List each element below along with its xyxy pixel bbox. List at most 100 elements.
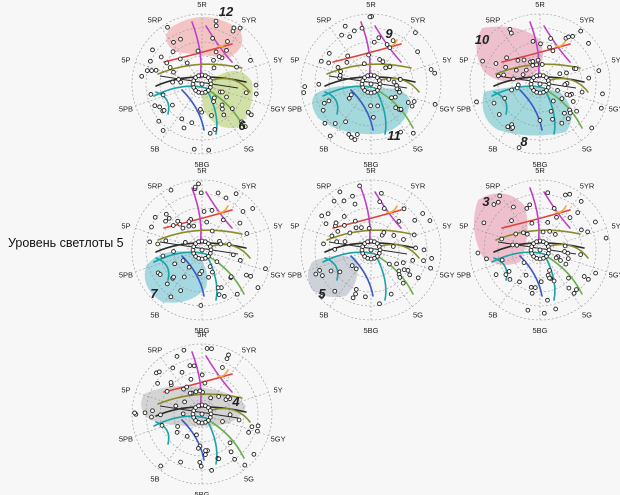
- sample-dot: [165, 24, 170, 30]
- sample-dot: [149, 68, 154, 73]
- sample-dot: [184, 433, 190, 439]
- sample-dot: [220, 106, 225, 112]
- sample-dot: [578, 252, 583, 257]
- sample-dot: [538, 279, 544, 285]
- sample-dot: [411, 232, 417, 238]
- sample-dot: [187, 363, 193, 368]
- hue-curve: [191, 187, 202, 245]
- sample-dot: [527, 202, 533, 208]
- sample-dot: [555, 88, 560, 93]
- sample-dot: [191, 146, 197, 152]
- sample-dot: [352, 201, 358, 207]
- hue-label-5bg: 5BG: [194, 326, 209, 335]
- hue-curve: [211, 407, 251, 423]
- sample-dot: [515, 82, 521, 88]
- sample-dot: [231, 25, 237, 31]
- sample-dot: [302, 84, 308, 89]
- sample-dot: [232, 456, 237, 462]
- sample-dot: [191, 223, 197, 229]
- sample-dot: [171, 69, 176, 75]
- hue-curve: [328, 75, 408, 89]
- sample-dot: [346, 132, 352, 137]
- sample-dot: [186, 223, 192, 229]
- sample-dot: [585, 229, 590, 235]
- center-dot: [368, 247, 374, 253]
- sample-dot: [497, 193, 503, 199]
- sample-dot: [326, 98, 332, 104]
- hue-label-5rp: 5RP: [317, 181, 332, 190]
- sample-dot: [240, 209, 246, 214]
- sample-dot: [181, 125, 187, 131]
- sample-dot: [158, 54, 164, 60]
- sample-dot: [547, 229, 553, 234]
- hue-curve: [328, 241, 408, 255]
- sample-dot: [170, 365, 176, 371]
- hue-curve: [322, 251, 387, 301]
- grid-ring: [511, 221, 569, 279]
- hue-label-5y: 5Y: [611, 221, 620, 230]
- sample-dot: [206, 274, 211, 280]
- sample-dot: [563, 261, 569, 267]
- sample-dot: [178, 36, 183, 42]
- sample-dot: [218, 241, 224, 247]
- region-number-11: 11: [387, 128, 401, 143]
- sample-dot: [209, 113, 214, 118]
- sample-dot: [337, 189, 343, 195]
- sample-dot: [359, 25, 365, 31]
- sample-dot: [229, 106, 235, 111]
- center-dot: [199, 247, 205, 253]
- hue-label-5gy: 5GY: [271, 271, 286, 280]
- sample-dot: [495, 199, 501, 205]
- hue-curve: [326, 229, 412, 241]
- sample-dot: [593, 219, 598, 225]
- region-6: [202, 70, 253, 129]
- region-3: [473, 193, 528, 265]
- sample-dot: [532, 285, 538, 290]
- sample-dot: [413, 245, 418, 251]
- hue-label-5b: 5B: [488, 145, 497, 154]
- hue-curve: [207, 419, 245, 459]
- sample-dot: [484, 256, 489, 262]
- sample-dot: [213, 18, 219, 24]
- hue-label-5bg: 5BG: [363, 160, 378, 169]
- hue-diagram-5: 5R 5YR 5Y 5GY 5G 5BG 5B 5PB 5P 5RP 5: [288, 166, 455, 335]
- sample-dot: [480, 58, 485, 64]
- sample-dot: [197, 459, 203, 465]
- sample-dot: [481, 220, 487, 226]
- sample-dot: [198, 190, 204, 196]
- hue-curve: [155, 421, 170, 445]
- sample-dot: [227, 440, 233, 446]
- sample-dot: [553, 306, 559, 312]
- sample-dot: [160, 253, 166, 259]
- center-dot: [199, 411, 205, 417]
- sample-dot: [474, 99, 479, 105]
- sample-dot: [319, 294, 325, 299]
- grid-ring: [145, 357, 259, 471]
- sample-dot: [346, 95, 352, 101]
- sample-dot: [316, 81, 322, 87]
- sample-dot: [318, 58, 324, 64]
- sample-dot: [220, 365, 225, 370]
- hue-label-5yr: 5YR: [242, 345, 257, 354]
- hue-label-5pb: 5PB: [288, 271, 302, 280]
- grid-ring: [173, 55, 231, 113]
- sample-dot: [579, 227, 584, 233]
- grid-ring: [483, 27, 597, 141]
- hue-label-5g: 5G: [244, 311, 254, 320]
- hue-curve: [380, 243, 420, 259]
- sample-dot: [163, 211, 169, 217]
- hue-curve: [545, 89, 583, 129]
- sample-dot: [578, 28, 584, 34]
- sample-dot: [504, 55, 509, 61]
- hue-label-5y: 5Y: [273, 221, 282, 230]
- hue-label-5p: 5P: [459, 55, 468, 64]
- hue-curve: [549, 243, 589, 259]
- sample-dot: [502, 95, 508, 101]
- hue-label-5r: 5R: [197, 166, 207, 175]
- sample-dot: [565, 116, 571, 122]
- sample-dot: [317, 268, 322, 273]
- hue-label-5pb: 5PB: [119, 105, 133, 114]
- sample-dot: [529, 220, 535, 226]
- hue-label-5yr: 5YR: [580, 181, 595, 190]
- sample-dot: [181, 386, 186, 392]
